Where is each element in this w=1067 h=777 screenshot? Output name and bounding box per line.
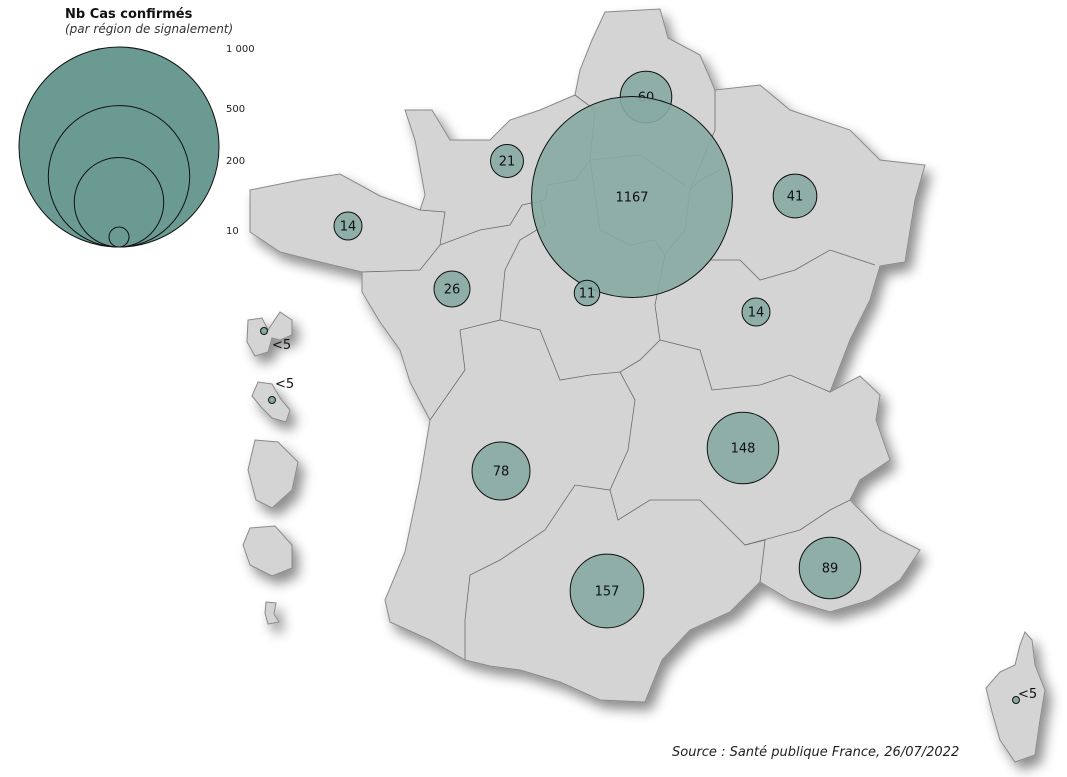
case-bubble-label: 41	[787, 190, 804, 205]
legend-subtitle: (par région de signalement)	[65, 22, 234, 36]
legend-circle	[108, 226, 130, 248]
case-bubble-label: 148	[731, 442, 756, 457]
case-bubble-label: <5	[1018, 687, 1037, 702]
case-bubble-label: 11	[579, 287, 596, 302]
case-bubble-label: 14	[748, 306, 765, 321]
legend-scale-label: 200	[226, 156, 245, 167]
case-bubble-label: <5	[272, 338, 291, 353]
case-bubble-label: 21	[499, 155, 516, 170]
case-bubble[interactable]	[573, 279, 601, 307]
source-note: Source : Santé publique France, 26/07/20…	[672, 745, 960, 760]
legend-title: Nb Cas confirmés	[65, 7, 193, 22]
guadeloupe	[246, 311, 293, 357]
guyane	[247, 439, 299, 509]
case-bubble[interactable]	[531, 96, 733, 298]
case-bubble[interactable]	[706, 411, 780, 485]
case-bubble[interactable]	[1012, 696, 1020, 704]
legend-scale-label: 1 000	[226, 44, 255, 55]
legend-circles: 1 000 500 200 10	[18, 44, 255, 248]
legend-scale-label: 500	[226, 104, 245, 115]
case-bubble-label: 14	[340, 220, 357, 235]
case-bubble-label: 26	[444, 283, 461, 298]
legend-scale-label: 10	[226, 226, 239, 237]
case-bubble-label: <5	[275, 377, 294, 392]
bubble-layer: 6011672141142611141487815789<5<5<5	[260, 70, 1037, 704]
mayotte	[264, 601, 280, 625]
case-bubble-label: 89	[822, 562, 839, 577]
case-bubble[interactable]	[333, 211, 363, 241]
case-bubble[interactable]	[772, 173, 818, 219]
case-bubble[interactable]	[433, 270, 471, 308]
case-bubble-label: 1167	[615, 191, 648, 206]
case-bubble[interactable]	[471, 441, 531, 501]
land-group	[242, 8, 1046, 763]
case-bubble[interactable]	[490, 144, 524, 178]
case-bubble[interactable]	[268, 396, 276, 404]
case-bubble[interactable]	[260, 327, 268, 335]
case-bubble[interactable]	[741, 297, 771, 327]
case-bubble[interactable]	[569, 553, 645, 629]
metropolitan-france	[249, 8, 926, 703]
case-bubble-label: 78	[493, 465, 510, 480]
reunion	[242, 525, 293, 577]
case-bubble-label: 157	[595, 585, 620, 600]
case-bubble[interactable]	[798, 536, 862, 600]
